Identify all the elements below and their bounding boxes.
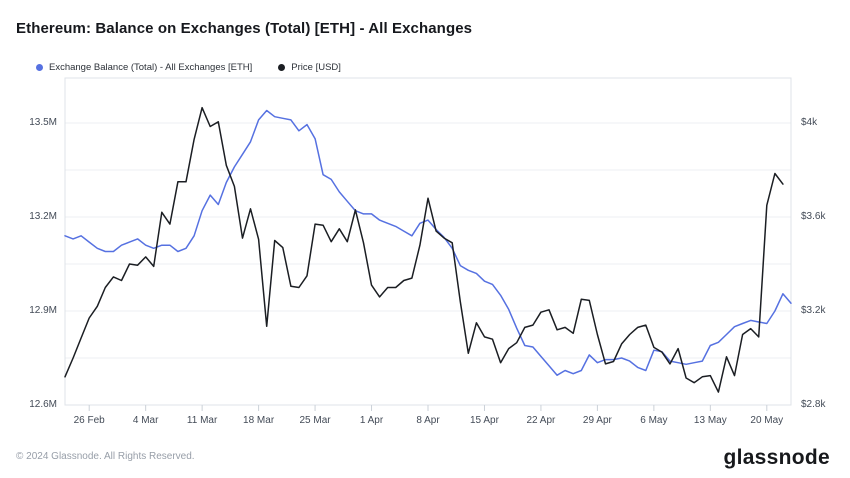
y-axis-label-right: $3.2k (801, 305, 826, 316)
x-axis-label: 6 May (640, 415, 668, 426)
legend-dot-price-icon (278, 64, 286, 71)
copyright-text: © 2024 Glassnode. All Rights Reserved. (16, 451, 195, 462)
x-axis-label: 4 Mar (132, 415, 159, 426)
legend-item-price[interactable]: Price [USD] (278, 62, 341, 73)
chart-legend: Exchange Balance (Total) - All Exchanges… (36, 62, 341, 73)
page-title: Ethereum: Balance on Exchanges (Total) [… (16, 20, 473, 37)
x-axis-label: 11 Mar (186, 415, 218, 426)
y-axis-label-right: $3.6k (801, 211, 826, 222)
price-line (64, 106, 784, 393)
x-axis-label: 13 May (693, 415, 727, 426)
x-axis-label: 18 Mar (243, 415, 275, 426)
legend-label-exchange-balance: Exchange Balance (Total) - All Exchanges… (49, 62, 253, 73)
legend-item-exchange-balance[interactable]: Exchange Balance (Total) - All Exchanges… (36, 62, 252, 73)
balance-line (64, 109, 792, 376)
y-axis-label-left: 13.5M (29, 117, 57, 128)
y-axis-label-left: 13.2M (29, 211, 57, 222)
y-axis-label-right: $4k (801, 117, 818, 128)
legend-label-price: Price [USD] (291, 62, 341, 73)
x-axis-label: 22 Apr (526, 415, 556, 426)
x-axis-label: 25 Mar (299, 415, 331, 426)
y-axis-label-right: $2.8k (801, 399, 826, 410)
plot-border (64, 77, 792, 406)
x-axis-label: 29 Apr (582, 415, 612, 426)
x-axis-label: 1 Apr (359, 415, 384, 426)
legend-dot-exchange-balance-icon (36, 64, 43, 71)
glassnode-logo: glassnode (723, 446, 830, 469)
x-axis-label: 15 Apr (469, 415, 499, 426)
x-axis-label: 26 Feb (73, 415, 105, 426)
x-axis-label: 20 May (750, 415, 784, 426)
y-axis-label-left: 12.9M (29, 305, 57, 316)
x-axis-label: 8 Apr (416, 415, 440, 426)
y-axis-label-left: 12.6M (29, 399, 57, 410)
